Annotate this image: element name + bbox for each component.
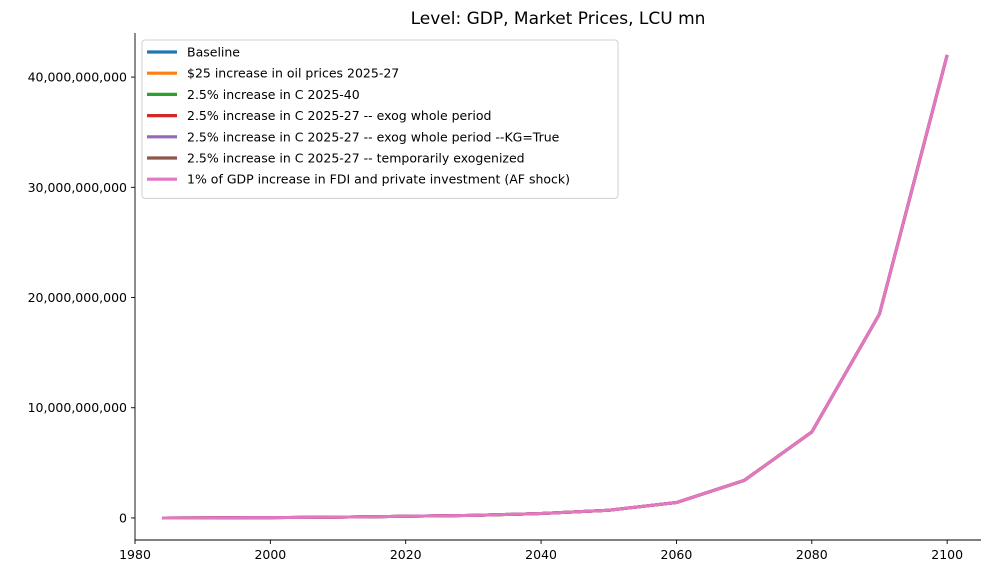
y-tick-label: 40,000,000,000 (28, 70, 127, 85)
x-tick-label: 2020 (390, 547, 422, 562)
legend: Baseline $25 increase in oil prices 2025-… (141, 39, 619, 199)
chart-title: Level: GDP, Market Prices, LCU mn (411, 9, 706, 29)
x-tick-label: 2040 (525, 547, 557, 562)
x-tick-label: 2000 (254, 547, 286, 562)
legend-label-3: 2.5% increase in C 2025-40 (187, 87, 360, 102)
series-lines (162, 54, 949, 520)
legend-label-5: 2.5% increase in C 2025-27 -- exog whole… (187, 129, 560, 144)
y-tick-label: 30,000,000,000 (28, 180, 127, 195)
legend-label-4: 2.5% increase in C 2025-27 -- exog whole… (187, 108, 491, 123)
legend-label-1: Baseline (187, 45, 240, 60)
series-line-7 (162, 54, 949, 520)
legend-label-7: 1% of GDP increase in FDI and private in… (187, 172, 570, 187)
x-tick-label: 2060 (661, 547, 693, 562)
legend-label-6: 2.5% increase in C 2025-27 -- temporaril… (187, 151, 525, 166)
x-tick-label: 1980 (119, 547, 151, 562)
y-tick-label: 0 (119, 510, 127, 525)
legend-box (141, 39, 619, 199)
legend-label-2: $25 increase in oil prices 2025-27 (187, 66, 399, 81)
axes: 1980 2000 2020 2040 2060 2080 2100 0 10,000,000,… (28, 33, 981, 562)
y-tick-label: 20,000,000,000 (28, 290, 127, 305)
x-tick-label: 2100 (931, 547, 963, 562)
y-tick-label: 10,000,000,000 (28, 400, 127, 415)
x-tick-label: 2080 (796, 547, 828, 562)
